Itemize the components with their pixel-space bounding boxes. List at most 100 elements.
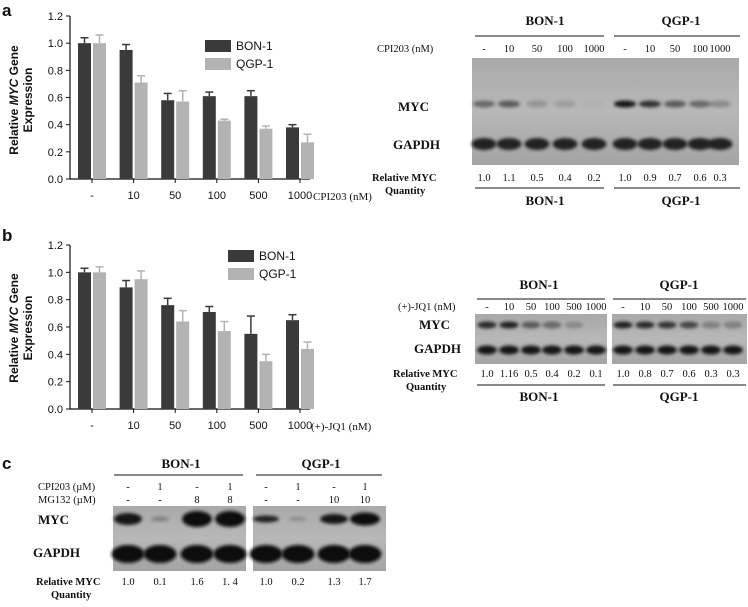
chart-a-ytick-label: 0.2 xyxy=(48,147,63,159)
chart-b-bar-qgp-1-4 xyxy=(259,361,273,409)
chart-a-bar-qgp-1-3 xyxy=(217,120,231,179)
blot-c-gapdh-band xyxy=(281,545,315,563)
blot-c: BON-1 QGP-1 CPI203 (µM) MG132 (µM) -1-1-… xyxy=(33,456,386,601)
blot-a-myc-band xyxy=(664,100,686,108)
blot-c-quant-value: 0.1 xyxy=(153,577,166,588)
blot-c-cpi203-value: 1 xyxy=(157,482,162,493)
blot-c-myc-label: MYC xyxy=(38,512,69,527)
blot-c-cpi203-value: - xyxy=(264,482,268,493)
blot-c-mg132-value: - xyxy=(296,495,300,506)
blot-b-dose-label: - xyxy=(621,302,625,313)
blot-b-cellline-bon1-bottom: BON-1 xyxy=(520,389,559,404)
blot-c-mg132-value: - xyxy=(264,495,268,506)
chart-a-xlabel: CPI203 (nM) xyxy=(313,191,372,203)
blot-a-gapdh-band xyxy=(637,138,663,150)
chart-b: Relative MYC Gene Expression 0.00.20.40.… xyxy=(7,240,372,433)
chart-a-xtick-label: - xyxy=(90,190,94,202)
blot-b-myc-band xyxy=(477,321,497,329)
blot-a-dose-label: 50 xyxy=(670,44,681,55)
blot-a-quant-value: 0.3 xyxy=(713,173,726,184)
blot-a-dose-label: 1000 xyxy=(584,44,605,55)
blot-c-cellline-qgp1: QGP-1 xyxy=(302,456,341,471)
chart-a-bar-bon-1-4 xyxy=(244,96,258,179)
blot-c-quant-value: 1.3 xyxy=(327,577,340,588)
blot-a-myc-band xyxy=(554,100,576,108)
blot-a-myc-band xyxy=(639,100,661,108)
blot-b-quant-value: 0.6 xyxy=(682,369,695,380)
chart-a-ytick-label: 1.2 xyxy=(48,11,63,23)
blot-c-treatments: - 1 - 1 - 1 - 1 - - 8 8 - - 10 10 xyxy=(126,482,370,506)
blot-b-quant-value: 0.2 xyxy=(567,369,580,380)
blot-b-quant-value: 0.5 xyxy=(524,369,537,380)
panel-label-c: c xyxy=(2,454,11,473)
blot-c-gapdh-band xyxy=(143,545,177,563)
chart-b-xtick-label: 50 xyxy=(169,420,181,432)
chart-b-ylabel-line1: Relative MYC Gene xyxy=(7,273,21,383)
blot-a-quant-label-1: Relative MYC xyxy=(372,173,436,184)
chart-b-ytick-label: 0.4 xyxy=(48,349,63,361)
blot-c-mg132-value: 10 xyxy=(329,495,340,506)
chart-b-ytick-label: 0.2 xyxy=(48,377,63,389)
blot-b-dose-label: 100 xyxy=(681,302,697,313)
chart-a-bar-bon-1-0 xyxy=(78,43,91,179)
blot-a-quant-value: 1.0 xyxy=(618,173,631,184)
chart-b-xtick-label: - xyxy=(90,420,94,432)
blot-a-quant-label-2: Quantity xyxy=(385,186,426,197)
blot-c-quant-value: 1.0 xyxy=(121,577,134,588)
blot-a-dose-label: 100 xyxy=(557,44,573,55)
blot-c-quant-value: 1.7 xyxy=(358,577,371,588)
blot-b-myc-band xyxy=(613,321,633,329)
blot-b-dose-label: - xyxy=(485,302,489,313)
blot-a-myc-band xyxy=(614,100,636,108)
chart-a-ytick-label: 0.6 xyxy=(48,93,63,105)
chart-b-bar-bon-1-1 xyxy=(119,287,133,409)
blot-c-cpi203-value: - xyxy=(332,482,336,493)
legend-a-qgp1-label: QGP-1 xyxy=(236,57,274,71)
blot-a-dose-label: - xyxy=(482,44,486,55)
blot-a-dose-label: 100 xyxy=(692,44,708,55)
blot-a-gapdh-label: GAPDH xyxy=(393,137,440,152)
blot-b-myc-label: MYC xyxy=(419,317,450,332)
chart-a-xtick-label: 100 xyxy=(208,190,226,202)
blot-c-myc-band xyxy=(253,515,279,523)
blot-c-mg132-value: 8 xyxy=(227,495,232,506)
chart-a-bar-bon-1-2 xyxy=(161,100,175,179)
blot-b-quant-value: 0.3 xyxy=(704,369,717,380)
legend-b-qgp1-label: QGP-1 xyxy=(259,267,297,281)
blot-b-myc-band xyxy=(564,321,584,329)
blot-a-doses: -10 50 100 1000-10 50 100 1000 xyxy=(482,44,730,55)
blot-c-cpi203-value: 1 xyxy=(227,482,232,493)
blot-b-quant-label-2: Quantity xyxy=(406,382,447,393)
blot-a-myc-band xyxy=(526,100,548,108)
blot-b-quant-value: 0.1 xyxy=(589,369,602,380)
blot-a-gapdh-band xyxy=(687,138,713,150)
legend-b-qgp1-swatch xyxy=(228,268,254,280)
blot-a-myc-band xyxy=(689,100,711,108)
chart-b-ytick-label: 0.8 xyxy=(48,295,63,307)
chart-a-xticks: - 10 50 100 500 1000 xyxy=(90,179,312,202)
blot-c-myc-band xyxy=(151,516,169,522)
blot-b-myc-band xyxy=(723,321,743,329)
blot-a-myc-label: MYC xyxy=(398,99,429,114)
blot-a-cellline-bon1-bottom: BON-1 xyxy=(526,193,565,208)
blot-c-myc-band xyxy=(215,511,245,527)
blot-a-quant-value: 1.1 xyxy=(502,173,515,184)
blot-b-dose-label: 500 xyxy=(703,302,719,313)
blot-c-quant-value: 1.6 xyxy=(190,577,203,588)
panel-label-a: a xyxy=(2,1,12,20)
legend-b-bon1-label: BON-1 xyxy=(259,249,296,263)
chart-b-xtick-label: 500 xyxy=(249,420,267,432)
legend-b-bon1-swatch xyxy=(228,250,254,262)
blot-b-quant-value: 0.4 xyxy=(545,369,559,380)
blot-b-doses: - 10 50 100 500 1000 - 10 50 100 500 1000 xyxy=(485,302,743,313)
chart-b-bar-qgp-1-2 xyxy=(176,321,190,409)
chart-b-bar-bon-1-5 xyxy=(286,320,299,409)
chart-b-xticks: - 10 50 100 500 1000 xyxy=(90,409,312,432)
blot-c-cpi203-value: 1 xyxy=(295,482,300,493)
blot-a-dose-label: 1000 xyxy=(710,44,731,55)
blot-b-myc-band xyxy=(701,321,721,329)
blot-a-gapdh-band xyxy=(471,138,497,150)
blot-b-gapdh-band xyxy=(635,345,655,355)
blot-b-cellline-qgp1-bottom: QGP-1 xyxy=(660,389,699,404)
legend-a-bon1-label: BON-1 xyxy=(236,39,273,53)
